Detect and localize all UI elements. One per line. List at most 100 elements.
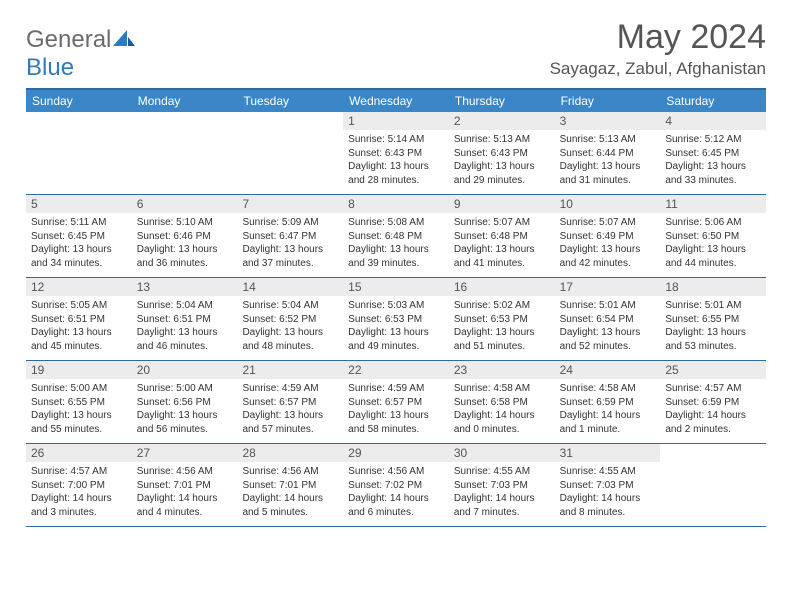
day-number: 10: [555, 195, 661, 213]
day-number: 5: [26, 195, 132, 213]
daylight-text: Daylight: 14 hours and 7 minutes.: [454, 492, 550, 519]
day-number: 7: [237, 195, 343, 213]
day-cell: [26, 112, 132, 194]
sunset-text: Sunset: 6:51 PM: [31, 313, 127, 327]
day-cell: 1Sunrise: 5:14 AMSunset: 6:43 PMDaylight…: [343, 112, 449, 194]
sunset-text: Sunset: 6:45 PM: [31, 230, 127, 244]
sunset-text: Sunset: 6:55 PM: [665, 313, 761, 327]
day-cell: 6Sunrise: 5:10 AMSunset: 6:46 PMDaylight…: [132, 195, 238, 277]
day-header-fri: Friday: [555, 90, 661, 112]
day-info: Sunrise: 4:58 AMSunset: 6:58 PMDaylight:…: [449, 379, 555, 440]
day-info: Sunrise: 4:59 AMSunset: 6:57 PMDaylight:…: [237, 379, 343, 440]
brand-logo: GeneralBlue: [26, 26, 135, 82]
day-info: Sunrise: 4:55 AMSunset: 7:03 PMDaylight:…: [555, 462, 661, 523]
day-cell: 13Sunrise: 5:04 AMSunset: 6:51 PMDayligh…: [132, 278, 238, 360]
sunset-text: Sunset: 6:51 PM: [137, 313, 233, 327]
day-cell: 7Sunrise: 5:09 AMSunset: 6:47 PMDaylight…: [237, 195, 343, 277]
day-cell: 5Sunrise: 5:11 AMSunset: 6:45 PMDaylight…: [26, 195, 132, 277]
week-row: 26Sunrise: 4:57 AMSunset: 7:00 PMDayligh…: [26, 444, 766, 527]
daylight-text: Daylight: 14 hours and 1 minute.: [560, 409, 656, 436]
day-number: 11: [660, 195, 766, 213]
day-number: 2: [449, 112, 555, 130]
week-row: 19Sunrise: 5:00 AMSunset: 6:55 PMDayligh…: [26, 361, 766, 444]
brand-text-2: Blue: [26, 54, 74, 81]
sunset-text: Sunset: 6:47 PM: [242, 230, 338, 244]
day-info: Sunrise: 5:09 AMSunset: 6:47 PMDaylight:…: [237, 213, 343, 274]
day-info: Sunrise: 5:02 AMSunset: 6:53 PMDaylight:…: [449, 296, 555, 357]
sunset-text: Sunset: 6:55 PM: [31, 396, 127, 410]
sunrise-text: Sunrise: 5:09 AM: [242, 216, 338, 230]
sunset-text: Sunset: 6:48 PM: [454, 230, 550, 244]
sunrise-text: Sunrise: 5:01 AM: [560, 299, 656, 313]
day-cell: 31Sunrise: 4:55 AMSunset: 7:03 PMDayligh…: [555, 444, 661, 526]
day-header-row: Sunday Monday Tuesday Wednesday Thursday…: [26, 90, 766, 112]
sunset-text: Sunset: 6:53 PM: [454, 313, 550, 327]
day-cell: 18Sunrise: 5:01 AMSunset: 6:55 PMDayligh…: [660, 278, 766, 360]
day-cell: 25Sunrise: 4:57 AMSunset: 6:59 PMDayligh…: [660, 361, 766, 443]
day-number: 22: [343, 361, 449, 379]
sunset-text: Sunset: 6:53 PM: [348, 313, 444, 327]
day-cell: 21Sunrise: 4:59 AMSunset: 6:57 PMDayligh…: [237, 361, 343, 443]
day-number: 14: [237, 278, 343, 296]
daylight-text: Daylight: 13 hours and 53 minutes.: [665, 326, 761, 353]
daylight-text: Daylight: 13 hours and 37 minutes.: [242, 243, 338, 270]
sunset-text: Sunset: 6:48 PM: [348, 230, 444, 244]
day-number: 12: [26, 278, 132, 296]
day-info: Sunrise: 5:08 AMSunset: 6:48 PMDaylight:…: [343, 213, 449, 274]
day-info: Sunrise: 4:58 AMSunset: 6:59 PMDaylight:…: [555, 379, 661, 440]
day-info: Sunrise: 5:10 AMSunset: 6:46 PMDaylight:…: [132, 213, 238, 274]
daylight-text: Daylight: 14 hours and 4 minutes.: [137, 492, 233, 519]
daylight-text: Daylight: 13 hours and 39 minutes.: [348, 243, 444, 270]
day-cell: [660, 444, 766, 526]
day-number: 1: [343, 112, 449, 130]
day-info: Sunrise: 5:12 AMSunset: 6:45 PMDaylight:…: [660, 130, 766, 191]
sunset-text: Sunset: 6:45 PM: [665, 147, 761, 161]
day-info: Sunrise: 5:00 AMSunset: 6:55 PMDaylight:…: [26, 379, 132, 440]
sunrise-text: Sunrise: 4:56 AM: [242, 465, 338, 479]
day-info: Sunrise: 5:01 AMSunset: 6:54 PMDaylight:…: [555, 296, 661, 357]
day-header-tue: Tuesday: [237, 90, 343, 112]
sunrise-text: Sunrise: 4:59 AM: [242, 382, 338, 396]
day-info: Sunrise: 5:04 AMSunset: 6:52 PMDaylight:…: [237, 296, 343, 357]
sunrise-text: Sunrise: 5:14 AM: [348, 133, 444, 147]
day-cell: 28Sunrise: 4:56 AMSunset: 7:01 PMDayligh…: [237, 444, 343, 526]
sunset-text: Sunset: 7:01 PM: [137, 479, 233, 493]
day-info: Sunrise: 5:04 AMSunset: 6:51 PMDaylight:…: [132, 296, 238, 357]
week-row: 12Sunrise: 5:05 AMSunset: 6:51 PMDayligh…: [26, 278, 766, 361]
page-header: GeneralBlue May 2024 Sayagaz, Zabul, Afg…: [26, 18, 766, 82]
sunrise-text: Sunrise: 4:58 AM: [560, 382, 656, 396]
day-cell: 2Sunrise: 5:13 AMSunset: 6:43 PMDaylight…: [449, 112, 555, 194]
daylight-text: Daylight: 14 hours and 8 minutes.: [560, 492, 656, 519]
day-info: Sunrise: 4:57 AMSunset: 7:00 PMDaylight:…: [26, 462, 132, 523]
sunrise-text: Sunrise: 5:13 AM: [560, 133, 656, 147]
sunrise-text: Sunrise: 5:06 AM: [665, 216, 761, 230]
day-cell: 24Sunrise: 4:58 AMSunset: 6:59 PMDayligh…: [555, 361, 661, 443]
day-number: 9: [449, 195, 555, 213]
day-header-sun: Sunday: [26, 90, 132, 112]
sunrise-text: Sunrise: 5:00 AM: [31, 382, 127, 396]
day-header-thu: Thursday: [449, 90, 555, 112]
sunrise-text: Sunrise: 5:08 AM: [348, 216, 444, 230]
daylight-text: Daylight: 14 hours and 2 minutes.: [665, 409, 761, 436]
day-cell: 20Sunrise: 5:00 AMSunset: 6:56 PMDayligh…: [132, 361, 238, 443]
sunrise-text: Sunrise: 5:11 AM: [31, 216, 127, 230]
day-cell: 10Sunrise: 5:07 AMSunset: 6:49 PMDayligh…: [555, 195, 661, 277]
sunrise-text: Sunrise: 5:10 AM: [137, 216, 233, 230]
day-cell: 3Sunrise: 5:13 AMSunset: 6:44 PMDaylight…: [555, 112, 661, 194]
sunrise-text: Sunrise: 5:07 AM: [560, 216, 656, 230]
daylight-text: Daylight: 13 hours and 28 minutes.: [348, 160, 444, 187]
day-number: 31: [555, 444, 661, 462]
day-header-mon: Monday: [132, 90, 238, 112]
sunrise-text: Sunrise: 5:03 AM: [348, 299, 444, 313]
daylight-text: Daylight: 13 hours and 33 minutes.: [665, 160, 761, 187]
day-info: Sunrise: 5:05 AMSunset: 6:51 PMDaylight:…: [26, 296, 132, 357]
day-number: 24: [555, 361, 661, 379]
day-info: Sunrise: 5:11 AMSunset: 6:45 PMDaylight:…: [26, 213, 132, 274]
day-number: 19: [26, 361, 132, 379]
day-number: 6: [132, 195, 238, 213]
day-cell: 8Sunrise: 5:08 AMSunset: 6:48 PMDaylight…: [343, 195, 449, 277]
daylight-text: Daylight: 13 hours and 48 minutes.: [242, 326, 338, 353]
calendar: Sunday Monday Tuesday Wednesday Thursday…: [26, 88, 766, 527]
daylight-text: Daylight: 13 hours and 56 minutes.: [137, 409, 233, 436]
day-cell: 4Sunrise: 5:12 AMSunset: 6:45 PMDaylight…: [660, 112, 766, 194]
